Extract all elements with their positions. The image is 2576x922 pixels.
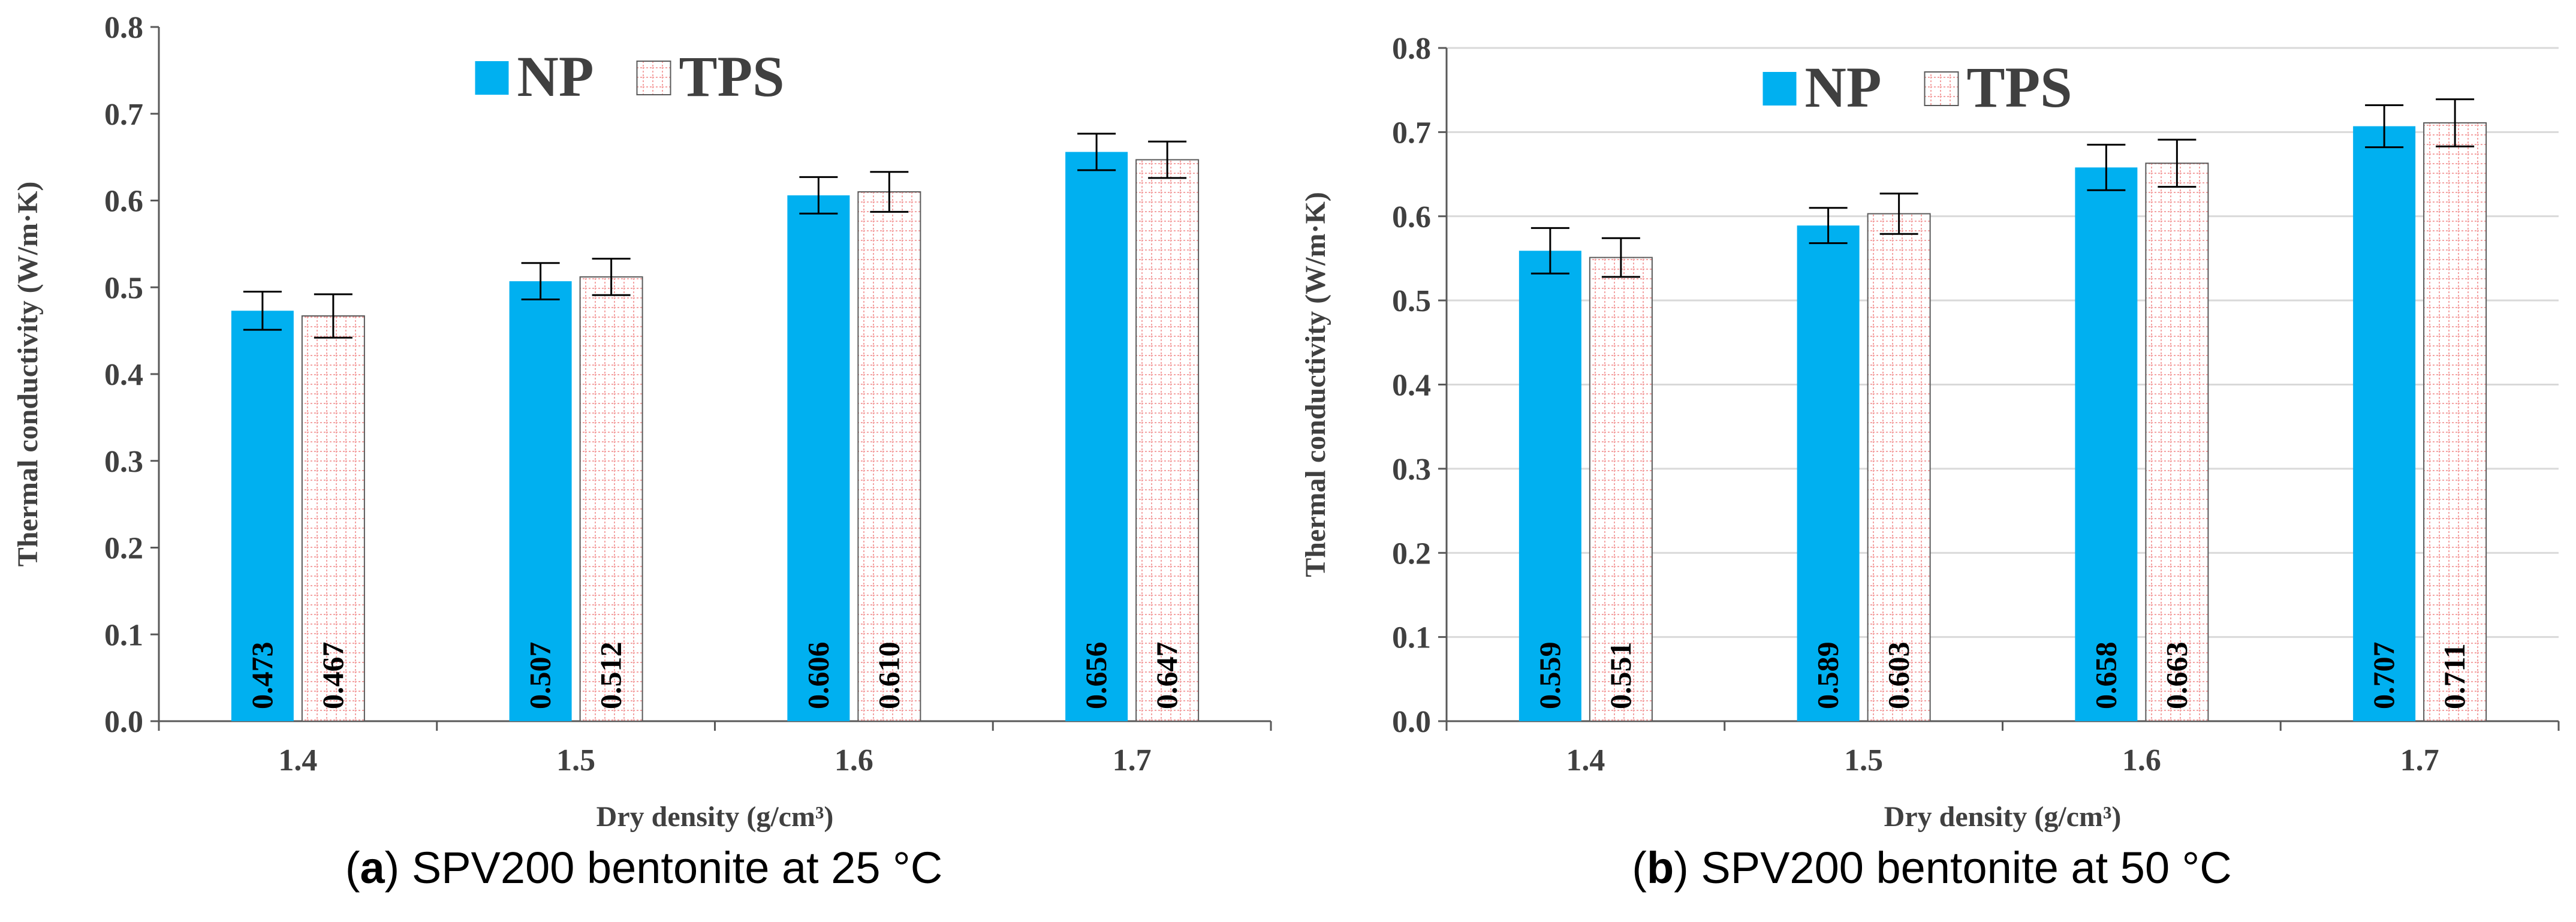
chart-b-svg: 0.0 0.1 0.2 0.3 0.4 0.5 0.6 0.7 0.8 0.559 0.551 1.4… bbox=[1300, 32, 2560, 833]
legend-np-swatch bbox=[475, 61, 509, 95]
y-tick-label: 0.5 bbox=[104, 271, 143, 305]
data-label: 0.589 bbox=[1811, 642, 1845, 710]
data-label: 0.512 bbox=[594, 642, 628, 710]
legend: NP TPS bbox=[1762, 55, 2072, 119]
chart-panel-a: 0.0 0.1 0.2 0.3 0.4 0.5 0.6 0.7 0.8 0.473 0.467 1.4… bbox=[12, 11, 1272, 893]
caption-b-letter: b bbox=[1646, 843, 1674, 893]
legend-tps-label: TPS bbox=[679, 44, 785, 109]
y-tick-label: 0.8 bbox=[1392, 32, 1431, 66]
data-label: 0.647 bbox=[1150, 642, 1183, 710]
data-label: 0.707 bbox=[2367, 642, 2400, 710]
bar-np bbox=[1797, 225, 1860, 721]
bar-np bbox=[2075, 167, 2138, 721]
data-label: 0.656 bbox=[1079, 642, 1113, 710]
legend-np-label: NP bbox=[1805, 55, 1882, 119]
bar-tps bbox=[1135, 159, 1200, 722]
y-tick-label: 0.7 bbox=[104, 98, 143, 132]
x-tick-label: 1.6 bbox=[834, 743, 873, 778]
legend-tps-swatch bbox=[1924, 71, 1959, 106]
bar-tps bbox=[579, 276, 643, 722]
bar-tps bbox=[1867, 213, 1931, 722]
data-label: 0.711 bbox=[2438, 643, 2471, 709]
x-tick-label: 1.6 bbox=[2122, 743, 2161, 778]
x-tick-label: 1.4 bbox=[278, 743, 317, 778]
y-tick-label: 0.0 bbox=[1392, 705, 1431, 739]
data-label: 0.467 bbox=[316, 642, 350, 710]
y-tick-label: 0.2 bbox=[104, 532, 143, 566]
chart-panel-b: 0.0 0.1 0.2 0.3 0.4 0.5 0.6 0.7 0.8 0.559 0.551 1.4… bbox=[1288, 0, 2576, 922]
data-label: 0.658 bbox=[2089, 642, 2122, 710]
y-tick-label: 0.0 bbox=[104, 705, 143, 739]
caption-b: (b) SPV200 bentonite at 50 °C bbox=[1632, 843, 2232, 893]
y-tick-label: 0.7 bbox=[1392, 116, 1431, 150]
bar-tps bbox=[857, 191, 921, 722]
y-tick-label: 0.4 bbox=[1392, 369, 1431, 403]
data-label: 0.606 bbox=[801, 642, 834, 710]
y-tick-label: 0.1 bbox=[104, 618, 143, 652]
y-tick-label: 0.8 bbox=[104, 11, 143, 45]
caption-a-letter: a bbox=[360, 843, 385, 893]
bar-tps bbox=[2423, 122, 2487, 722]
bar-np bbox=[509, 281, 572, 721]
data-label: 0.551 bbox=[1604, 642, 1637, 710]
data-label: 0.603 bbox=[1882, 642, 1915, 710]
legend-tps-label: TPS bbox=[1967, 55, 2072, 119]
y-tick-label: 0.6 bbox=[104, 185, 143, 219]
bar-np bbox=[1065, 152, 1128, 721]
chart-a-svg: 0.0 0.1 0.2 0.3 0.4 0.5 0.6 0.7 0.8 0.473 0.467 1.4… bbox=[12, 11, 1272, 833]
data-label: 0.663 bbox=[2159, 642, 2193, 710]
y-tick-label: 0.3 bbox=[104, 445, 143, 479]
legend-tps-swatch bbox=[636, 61, 671, 95]
caption-a: (a) SPV200 bentonite at 25 °C bbox=[345, 843, 943, 893]
legend-np-label: NP bbox=[517, 44, 594, 109]
y-axis-title: Thermal conductivity (W/m·K) bbox=[1300, 192, 1331, 577]
x-tick-label: 1.7 bbox=[2400, 743, 2439, 778]
y-tick-label: 0.1 bbox=[1392, 621, 1431, 655]
bar-np bbox=[1519, 251, 1581, 722]
bar-np bbox=[231, 311, 294, 721]
data-label: 0.610 bbox=[872, 642, 905, 710]
x-tick-label: 1.4 bbox=[1566, 743, 1605, 778]
bar-tps bbox=[2145, 162, 2209, 722]
bar-tps bbox=[1589, 257, 1653, 722]
y-axis-title: Thermal conductivity (W/m·K) bbox=[12, 182, 44, 567]
y-tick-label: 0.6 bbox=[1392, 200, 1431, 234]
data-label: 0.559 bbox=[1533, 642, 1566, 710]
bar-tps bbox=[301, 315, 365, 722]
x-tick-label: 1.5 bbox=[556, 743, 595, 778]
bar-np bbox=[2353, 126, 2416, 721]
y-tick-label: 0.5 bbox=[1392, 284, 1431, 318]
x-tick-label: 1.5 bbox=[1844, 743, 1883, 778]
legend-np-swatch bbox=[1762, 72, 1797, 106]
data-label: 0.473 bbox=[245, 642, 279, 710]
data-label: 0.507 bbox=[523, 642, 557, 710]
y-tick-label: 0.2 bbox=[1392, 537, 1431, 571]
y-tick-label: 0.3 bbox=[1392, 453, 1431, 487]
caption-a-text: SPV200 bentonite at 25 °C bbox=[411, 843, 943, 893]
x-axis-title: Dry density (g/cm³) bbox=[596, 801, 834, 833]
legend: NP TPS bbox=[475, 44, 785, 109]
bar-np bbox=[787, 195, 850, 721]
y-tick-label: 0.4 bbox=[104, 358, 143, 392]
x-axis-title: Dry density (g/cm³) bbox=[1884, 801, 2122, 833]
caption-b-text: SPV200 bentonite at 50 °C bbox=[1701, 843, 2232, 893]
x-tick-label: 1.7 bbox=[1113, 743, 1152, 778]
